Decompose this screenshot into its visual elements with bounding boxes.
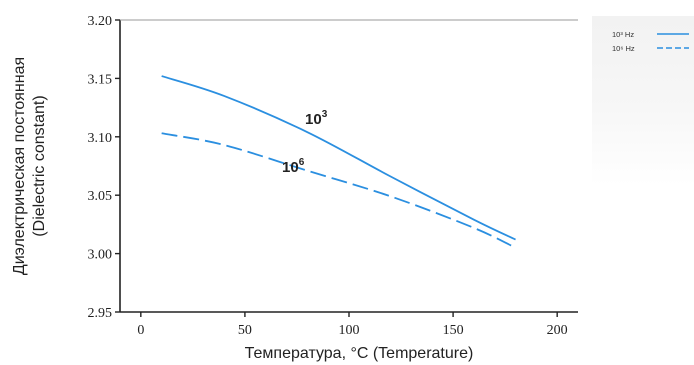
- y-tick-label-2: 3.05: [88, 189, 113, 204]
- curve-label-1: 103: [305, 109, 328, 128]
- y-tick-label-3: 3.10: [88, 131, 113, 146]
- series-line-1: [161, 75, 516, 241]
- x-tick-label-2: 100: [339, 323, 360, 338]
- y-tick-label-1: 3.00: [88, 248, 113, 263]
- series-layer: [161, 75, 516, 249]
- curve-label-exponent-1: 3: [322, 109, 328, 120]
- curve-label-exponent-2: 6: [299, 157, 305, 168]
- y-axis-title-line-1: Диэлектрическая постоянная: [11, 57, 28, 275]
- legend: 10³ Hz 10⁶ Hz: [612, 30, 689, 53]
- legend-panel: [592, 16, 694, 186]
- y-tick-label-5: 3.20: [88, 14, 113, 29]
- series-line-2: [161, 132, 516, 249]
- legend-label-2: 10⁶ Hz: [612, 44, 635, 53]
- labels-layer: 103 106: [282, 109, 328, 176]
- legend-label-1: 10³ Hz: [612, 30, 634, 39]
- axes: 2.95 3.00 3.05 3.10 3.15 3.20 0 50 100 150 200 Темп…: [11, 14, 578, 362]
- x-tick-label-1: 50: [238, 323, 252, 338]
- y-axis-title-line-2: (Dielectric constant): [31, 95, 48, 236]
- y-tick-label-4: 3.15: [88, 72, 113, 87]
- x-tick-label-4: 200: [547, 323, 568, 338]
- x-tick-label-0: 0: [137, 323, 144, 338]
- x-tick-label-3: 150: [443, 323, 464, 338]
- y-tick-label-0: 2.95: [88, 306, 113, 321]
- curve-label-2: 106: [282, 157, 305, 176]
- x-axis-title: Температура, °C (Temperature): [245, 345, 474, 362]
